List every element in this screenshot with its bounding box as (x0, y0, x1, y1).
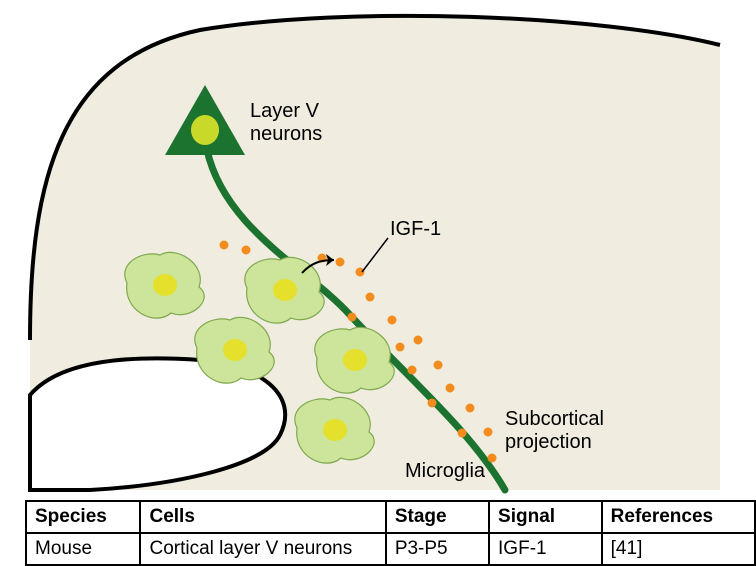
diagram-svg (0, 0, 756, 500)
figure-root: Layer V neurons IGF-1 Subcortical projec… (0, 0, 756, 565)
col-references: References (602, 501, 755, 533)
label-subcortical-line2: projection (505, 431, 592, 453)
table-header-row: Species Cells Stage Signal References (26, 501, 755, 533)
label-subcortical-line1: Subcortical (505, 408, 604, 430)
neuron-nucleus (191, 115, 219, 145)
col-cells: Cells (140, 501, 385, 533)
label-igf1: IGF-1 (390, 218, 441, 241)
label-layerV: Layer V neurons (250, 100, 322, 146)
microglia-cell (125, 252, 204, 318)
label-microglia: Microglia (405, 460, 485, 483)
microglia-cell (195, 317, 274, 383)
col-species: Species (26, 501, 140, 533)
microglia-cell (245, 257, 324, 323)
label-layerV-line1: Layer V (250, 100, 319, 122)
col-signal: Signal (489, 501, 602, 533)
data-table: Species Cells Stage Signal References Mo… (25, 500, 756, 566)
col-stage: Stage (386, 501, 489, 533)
microglia-cell (295, 397, 374, 463)
microglia-cell (315, 327, 394, 393)
label-subcortical: Subcortical projection (505, 408, 604, 454)
label-layerV-line2: neurons (250, 123, 322, 145)
table-row: Mouse Cortical layer V neurons P3-P5 IGF… (26, 533, 755, 565)
